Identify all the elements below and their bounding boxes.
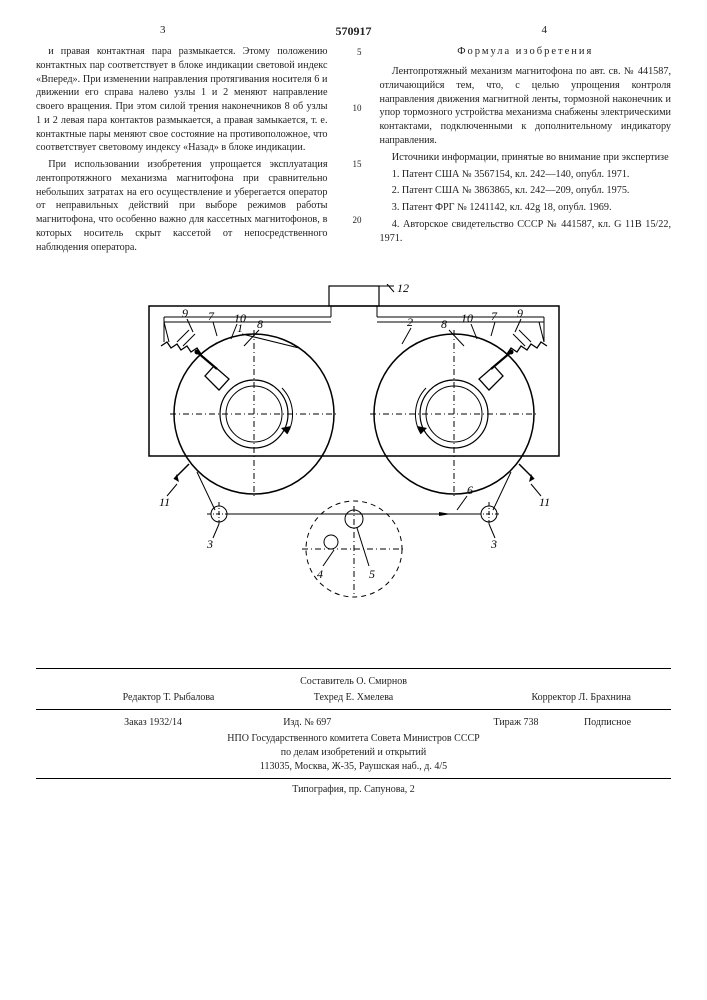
left-p1: и правая контактная пара размыкается. Эт…: [36, 45, 328, 155]
order-no: Заказ 1932/14: [76, 716, 230, 730]
izd-no: Изд. № 697: [230, 716, 384, 730]
org-line1: НПО Государственного комитета Совета Мин…: [36, 732, 671, 746]
credits: Составитель О. Смирнов Редактор Т. Рыбал…: [36, 675, 671, 797]
ln-20: 20: [346, 214, 362, 270]
svg-text:4: 4: [317, 567, 323, 581]
svg-text:2: 2: [407, 315, 413, 329]
org-line2: по делам изобретений и открытий: [36, 746, 671, 760]
svg-text:8: 8: [441, 317, 447, 331]
text-columns: и правая контактная пара размыкается. Эт…: [36, 45, 671, 270]
source-1: 1. Патент США № 3567154, кл. 242—140, оп…: [380, 168, 672, 182]
right-p1: Лентопротяжный механизм магнитофона по а…: [380, 65, 672, 148]
page-number-right: 4: [542, 24, 548, 36]
tech-editor: Техред Е. Хмелева: [261, 691, 446, 705]
svg-text:8: 8: [257, 317, 263, 331]
svg-text:11: 11: [159, 495, 170, 509]
svg-text:9: 9: [517, 306, 523, 320]
tirazh: Тираж 738: [384, 716, 538, 730]
source-4: 4. Авторское свидетельство СССР № 441587…: [380, 218, 672, 246]
left-p2: При использовании изобретения упрощается…: [36, 158, 328, 254]
address: 113035, Москва, Ж-35, Раушская наб., д. …: [36, 760, 671, 774]
svg-text:7: 7: [208, 309, 215, 323]
right-brake: [479, 330, 547, 482]
svg-text:6: 6: [467, 483, 473, 497]
ln-5: 5: [346, 46, 362, 102]
page-number-left: 3: [160, 24, 166, 36]
source-3: 3. Патент ФРГ № 1241142, кл. 42g 18, опу…: [380, 201, 672, 215]
corrector: Корректор Л. Брахнина: [446, 691, 631, 705]
svg-text:3: 3: [206, 537, 213, 551]
svg-text:12: 12: [397, 284, 409, 295]
svg-text:1: 1: [237, 321, 243, 335]
patent-number: 570917: [36, 24, 671, 39]
sources-title: Источники информации, принятые во вниман…: [380, 151, 672, 165]
mechanism-diagram: 9 7 10 8 1 9 7 10 8 2 12 11 11 3 3 4 5 6: [119, 284, 589, 644]
svg-text:5: 5: [369, 567, 375, 581]
ln-15: 15: [346, 158, 362, 214]
svg-text:11: 11: [539, 495, 550, 509]
ln-10: 10: [346, 102, 362, 158]
footer-divider: [36, 668, 671, 669]
formula-title: Формула изобретения: [380, 45, 672, 59]
right-column: Формула изобретения Лентопротяжный механ…: [380, 45, 672, 270]
left-brake: [161, 330, 229, 482]
svg-text:7: 7: [491, 309, 498, 323]
figure: 9 7 10 8 1 9 7 10 8 2 12 11 11 3 3 4 5 6: [36, 284, 671, 644]
svg-text:10: 10: [461, 311, 473, 325]
source-2: 2. Патент США № 3863865, кл. 242—209, оп…: [380, 184, 672, 198]
left-column: и правая контактная пара размыкается. Эт…: [36, 45, 328, 270]
svg-text:3: 3: [490, 537, 497, 551]
svg-text:9: 9: [182, 306, 188, 320]
compiler: Составитель О. Смирнов: [36, 675, 671, 689]
editor: Редактор Т. Рыбалова: [76, 691, 261, 705]
line-numbers: 5 10 15 20: [346, 45, 362, 270]
sign: Подписное: [539, 716, 632, 730]
typography: Типография, пр. Сапунова, 2: [36, 783, 671, 797]
